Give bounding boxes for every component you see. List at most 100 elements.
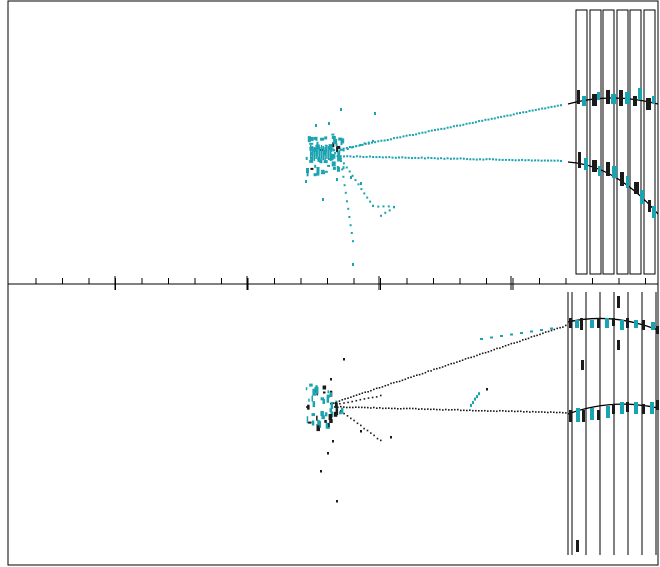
track-hit xyxy=(511,410,513,412)
track-hit xyxy=(443,157,446,160)
track-hit xyxy=(459,157,462,160)
track-hit xyxy=(380,394,382,397)
track-hit xyxy=(418,132,421,135)
bottom-detector-planes xyxy=(567,292,657,555)
track-hit xyxy=(384,211,387,214)
track-hit xyxy=(496,410,498,413)
track-hit xyxy=(418,408,420,410)
track-hit xyxy=(528,109,531,112)
track-hit xyxy=(375,387,378,390)
track-hit xyxy=(522,111,525,114)
track-hit xyxy=(342,147,345,150)
track-hit xyxy=(550,329,553,332)
track-hit xyxy=(421,408,423,410)
track-hit xyxy=(456,124,458,127)
vertex-hit xyxy=(310,145,312,159)
vertex-hit xyxy=(305,156,308,160)
detector-hit xyxy=(597,410,600,420)
track-hit xyxy=(502,410,504,412)
track-hit xyxy=(444,365,447,367)
track-hit xyxy=(556,411,558,414)
track-hit xyxy=(474,397,476,401)
track-hit xyxy=(373,388,375,391)
vertex-hit xyxy=(316,170,320,176)
track-hit xyxy=(373,406,375,409)
track-hit xyxy=(456,157,459,160)
detector-hit xyxy=(606,90,610,104)
track-hit xyxy=(530,336,533,338)
track-hit xyxy=(541,107,544,110)
vertex-hit xyxy=(329,147,332,161)
stray-hit xyxy=(336,178,338,181)
track-hit xyxy=(387,384,389,386)
vertex-hit xyxy=(306,416,309,424)
track-hit xyxy=(381,156,384,159)
stray-hit xyxy=(340,108,342,111)
track-hit xyxy=(504,158,507,161)
track-hit xyxy=(471,121,474,124)
track-hit xyxy=(391,156,394,159)
track-hit xyxy=(540,159,543,162)
vertex-hit xyxy=(322,399,325,404)
detector-hit xyxy=(625,92,630,104)
vertex-hit xyxy=(336,147,339,153)
track-hit xyxy=(358,406,360,409)
track-hit xyxy=(356,422,359,425)
track-hit xyxy=(398,156,400,159)
track-hit xyxy=(519,112,521,114)
track-hit xyxy=(470,356,472,359)
vertex-hit xyxy=(331,133,335,136)
track-hit xyxy=(353,419,355,422)
track-hit xyxy=(502,346,504,348)
track-hit xyxy=(350,232,353,234)
track-hit xyxy=(553,411,555,414)
vertex-hit xyxy=(325,422,329,429)
track-hit xyxy=(461,359,464,361)
track-hit xyxy=(437,128,440,131)
track-hit xyxy=(469,158,472,161)
scale-ruler xyxy=(35,276,646,290)
track-hit xyxy=(433,408,435,410)
track-hit xyxy=(508,410,510,413)
track-hit xyxy=(484,409,486,412)
track-hit xyxy=(547,106,550,109)
track-hit xyxy=(421,131,424,134)
vertex-hit xyxy=(316,141,319,145)
track-hit xyxy=(553,328,556,331)
track-hit xyxy=(537,108,540,111)
vertex-hit xyxy=(333,138,338,144)
track-hit xyxy=(525,111,528,114)
track-hit xyxy=(475,158,478,161)
track-hit xyxy=(482,158,485,161)
track-hit xyxy=(388,407,390,409)
track-hit xyxy=(470,403,472,407)
track-hit xyxy=(550,411,552,413)
detector-plane-box xyxy=(589,9,602,275)
vertex-hit xyxy=(332,142,335,148)
stray-hit xyxy=(360,182,362,185)
vertex-hit xyxy=(310,152,314,156)
track-hit xyxy=(543,159,546,162)
track-hit xyxy=(544,107,547,110)
track-hit xyxy=(377,205,380,208)
track-hit xyxy=(354,179,357,182)
track-hit xyxy=(459,124,462,127)
detector-hit xyxy=(648,200,651,212)
track-hit xyxy=(497,116,499,119)
track-hit xyxy=(359,155,362,158)
track-hit xyxy=(359,143,362,146)
track-hit xyxy=(361,143,364,146)
track-hit xyxy=(401,156,404,159)
track-hit xyxy=(462,157,465,160)
detector-hit xyxy=(640,190,644,204)
detector-hit xyxy=(606,162,610,176)
track-hit xyxy=(415,407,417,410)
track-hit xyxy=(430,408,432,411)
track-hit xyxy=(420,156,423,159)
detector-hit xyxy=(592,94,597,106)
track-hit xyxy=(445,408,447,411)
track-hit xyxy=(427,370,429,372)
detector-hit xyxy=(650,402,654,414)
vertex-hit xyxy=(338,137,343,141)
track-hit xyxy=(480,338,483,340)
